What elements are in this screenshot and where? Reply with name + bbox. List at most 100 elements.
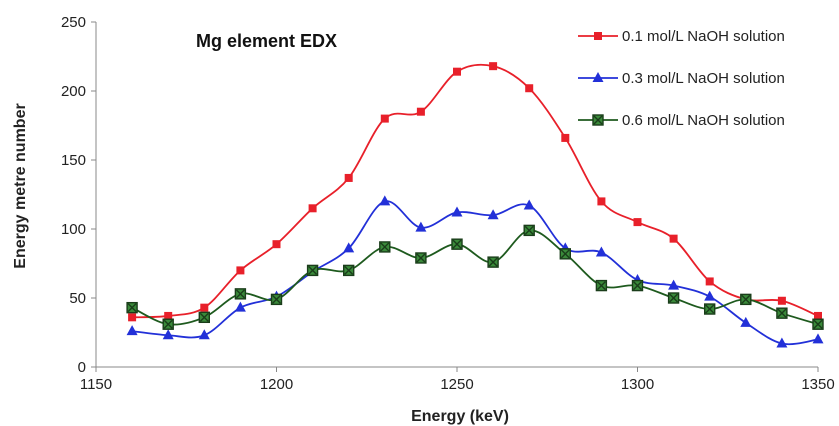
legend-label: 0.3 mol/L NaOH solution	[622, 70, 785, 87]
marker-cross-b	[777, 308, 787, 318]
series-line	[131, 200, 819, 346]
data-point-marker	[416, 107, 425, 116]
marker-cross-b	[163, 319, 173, 329]
y-tick-label: 100	[61, 221, 86, 238]
data-point-marker	[631, 279, 644, 292]
data-point-marker	[740, 293, 752, 306]
y-axis-ticks: 0 50 100 150 200 250	[61, 14, 96, 376]
data-point-marker	[128, 313, 137, 322]
x-tick-label: 1200	[260, 376, 293, 393]
y-tick-label: 150	[61, 152, 86, 169]
y-tick-label: 50	[69, 290, 86, 307]
marker-cross-b	[127, 303, 137, 313]
data-point-marker	[270, 293, 283, 306]
data-point-marker	[162, 329, 174, 340]
data-point-marker	[704, 290, 716, 301]
x-tick-label: 1350	[801, 376, 834, 393]
data-point-marker	[525, 84, 534, 93]
data-point-marker	[234, 301, 246, 312]
data-point-marker	[308, 204, 317, 213]
data-point-marker	[343, 242, 355, 253]
data-point-marker	[489, 62, 498, 71]
data-point-marker	[740, 316, 752, 327]
data-point-marker	[415, 221, 427, 232]
data-point-marker	[451, 206, 463, 217]
data-point-marker	[200, 303, 209, 312]
data-point-marker	[379, 195, 391, 206]
marker-cross-b	[272, 294, 281, 304]
x-tick-label: 1150	[80, 376, 112, 393]
data-point-marker	[306, 264, 319, 277]
data-point-marker	[668, 279, 680, 290]
marker-cross-b	[560, 249, 570, 259]
data-point-marker	[592, 114, 604, 126]
data-point-marker	[633, 218, 642, 227]
data-point-marker	[705, 277, 714, 286]
marker-cross-b	[741, 294, 751, 304]
data-point-marker	[704, 303, 716, 315]
data-point-marker	[198, 329, 210, 340]
data-point-marker	[344, 173, 353, 182]
legend-entry-2: 0.3 mol/L NaOH solution	[578, 70, 785, 87]
x-axis-title: Energy (keV)	[411, 408, 509, 425]
marker-cross-b	[705, 304, 715, 314]
data-point-marker	[592, 72, 604, 82]
marker-cross-b	[596, 281, 606, 291]
data-point-marker	[126, 325, 138, 336]
data-point-marker	[523, 224, 535, 237]
series-1	[128, 62, 822, 322]
x-axis-ticks: 1150 1200 1250 1300 1350	[80, 367, 835, 393]
marker-cross-b	[633, 281, 642, 291]
marker-cross-b	[524, 225, 534, 235]
data-point-marker	[164, 311, 173, 320]
series-3	[126, 224, 824, 330]
data-point-marker	[126, 301, 138, 314]
marker-cross-b	[235, 289, 245, 299]
marker-cross-b	[593, 115, 603, 125]
legend-entry-1: 0.1 mol/L NaOH solution	[578, 28, 785, 45]
data-point-marker	[595, 279, 608, 292]
marker-cross-b	[669, 293, 679, 303]
data-point-marker	[595, 246, 607, 257]
legend: 0.1 mol/L NaOH solution 0.3 mol/L NaOH so…	[578, 28, 785, 129]
marker-cross-b	[452, 239, 462, 249]
data-point-marker	[667, 292, 680, 304]
legend-label: 0.6 mol/L NaOH solution	[622, 112, 785, 129]
legend-label: 0.1 mol/L NaOH solution	[622, 28, 785, 45]
x-tick-label: 1300	[621, 376, 654, 393]
data-point-marker	[380, 114, 389, 123]
data-point-marker	[162, 318, 174, 330]
data-point-marker	[236, 266, 245, 275]
data-point-marker	[487, 256, 499, 268]
marker-cross-b	[813, 319, 823, 329]
data-point-marker	[812, 333, 824, 344]
data-point-marker	[594, 32, 602, 40]
axes: 0 50 100 150 200 250 1150 1200 1250 1300 1350	[61, 14, 835, 393]
series-line	[132, 63, 819, 319]
data-point-marker	[812, 318, 824, 330]
legend-entry-3: 0.6 mol/L NaOH solution	[578, 112, 785, 129]
data-point-marker	[451, 238, 463, 250]
data-point-marker	[198, 311, 211, 324]
data-point-marker	[597, 197, 606, 206]
data-point-marker	[561, 133, 570, 142]
marker-cross-b	[380, 242, 390, 252]
y-axis-title: Energy metre number	[12, 103, 29, 268]
marker-cross-b	[199, 312, 209, 322]
data-point-marker	[415, 252, 427, 264]
series-2	[126, 195, 824, 348]
y-tick-label: 0	[78, 359, 86, 376]
data-point-marker	[814, 311, 822, 320]
series-layer	[126, 62, 824, 348]
data-point-marker	[343, 264, 355, 277]
data-point-marker	[487, 209, 499, 220]
y-tick-label: 250	[61, 14, 86, 31]
marker-cross-b	[416, 253, 426, 263]
data-point-marker	[559, 248, 571, 260]
marker-cross-b	[488, 257, 498, 267]
marker-cross-b	[308, 265, 318, 275]
data-point-marker	[669, 234, 678, 243]
y-tick-label: 200	[61, 83, 86, 100]
